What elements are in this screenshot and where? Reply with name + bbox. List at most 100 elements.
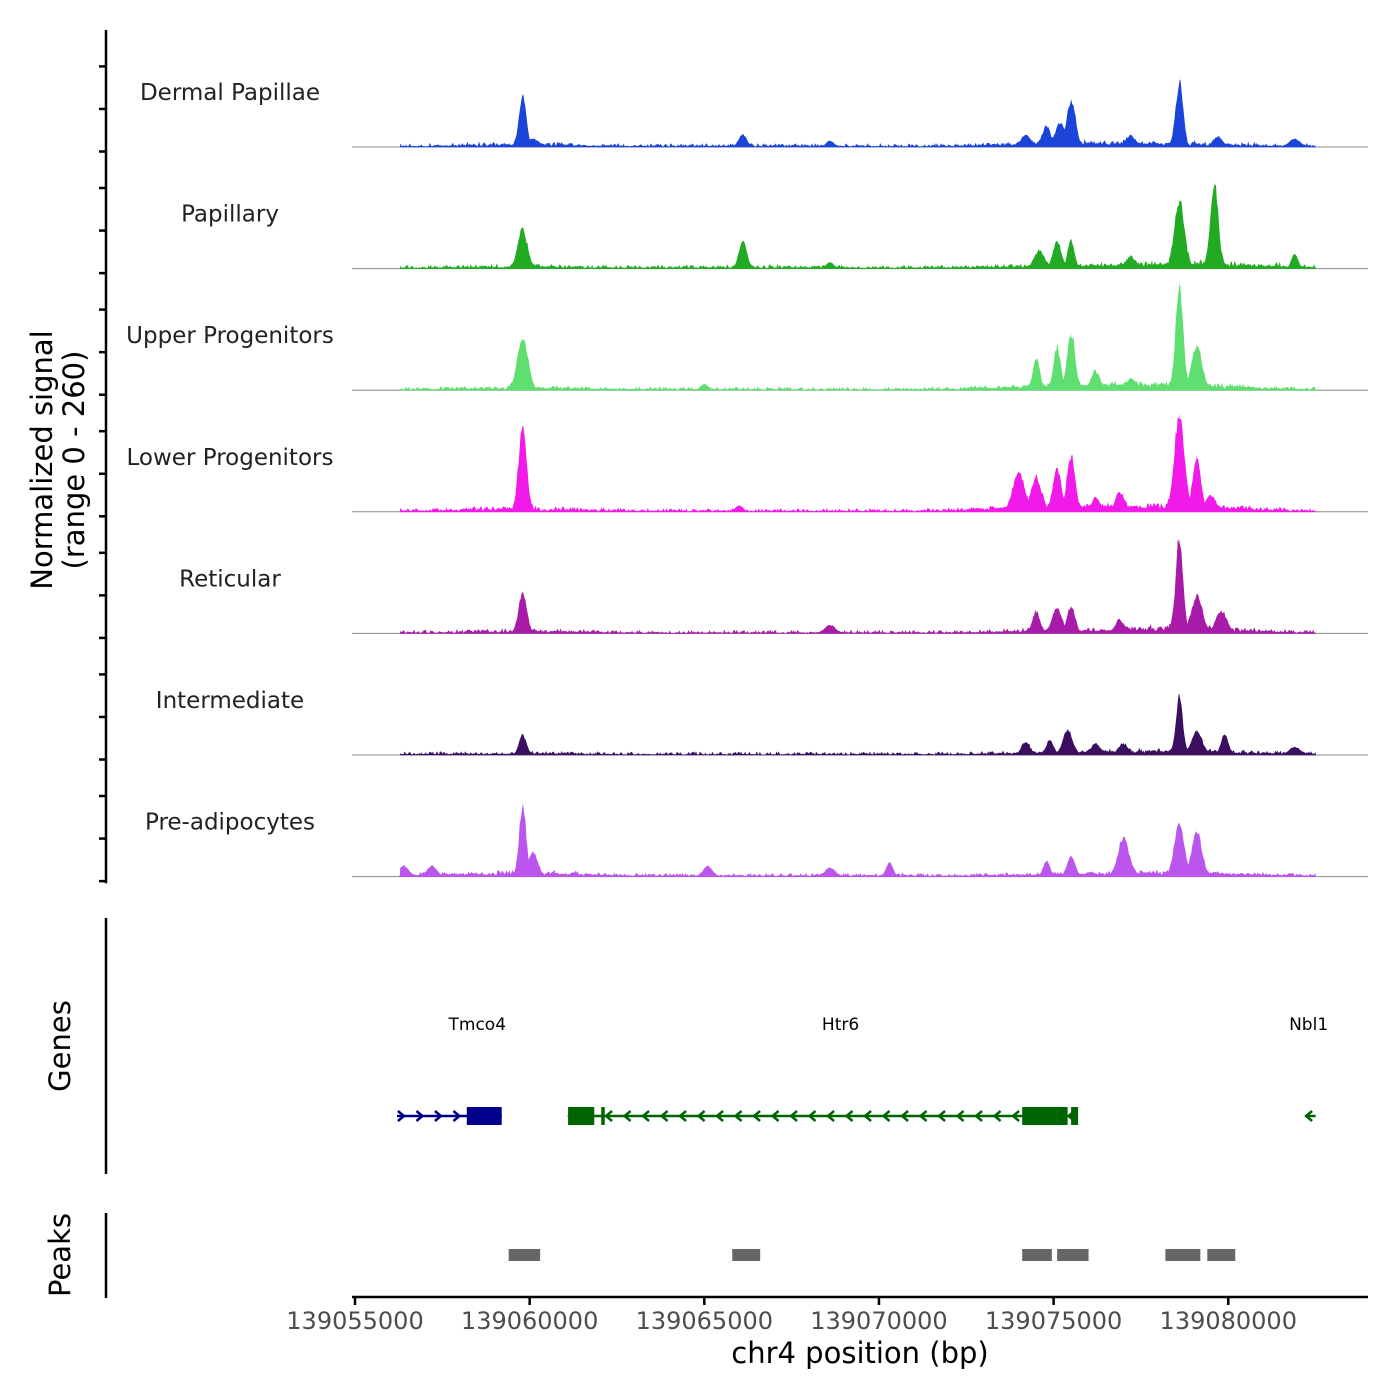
strand-arrow (1011, 1110, 1020, 1122)
signal-peak (702, 866, 713, 877)
x-tick-label: 139060000 (461, 1307, 598, 1335)
strand-arrow (974, 1110, 983, 1122)
strand-arrow (604, 1110, 613, 1122)
track-label-upper-progenitors: Upper Progenitors (126, 323, 334, 349)
strand-arrow (641, 1110, 650, 1122)
signal-peak (1066, 98, 1077, 147)
strand-arrow (397, 1110, 406, 1122)
coverage-area-lower-progenitors (400, 416, 1317, 513)
signal-peak (1013, 473, 1024, 512)
strand-arrow (844, 1110, 854, 1122)
coverage-area-pre-adipocytes (400, 805, 1316, 877)
signal-peak (1191, 731, 1202, 755)
signal-peak (1052, 469, 1063, 512)
signal-peak (737, 241, 748, 269)
signal-peak (1090, 499, 1101, 512)
strand-arrow (900, 1110, 909, 1122)
signal-peak (1216, 610, 1227, 634)
signal-peak (1174, 81, 1185, 147)
peak-region (1022, 1249, 1052, 1261)
gene-label-tmco4: Tmco4 (448, 1015, 507, 1035)
coverage-area-upper-progenitors (400, 285, 1317, 391)
strand-arrow (826, 1110, 835, 1122)
signal-peak (1219, 733, 1230, 755)
signal-peak (1118, 838, 1129, 877)
gene-exon (1071, 1107, 1079, 1125)
signal-peak (1031, 360, 1042, 391)
signal-peak (1066, 454, 1077, 512)
track-pre-adipocytes: Pre-adipocytes (145, 802, 1368, 878)
signal-peak (1118, 744, 1129, 755)
track-label-reticular: Reticular (179, 566, 281, 592)
signal-peak (1090, 744, 1101, 755)
strand-arrow (992, 1110, 1002, 1122)
strand-arrow (937, 1110, 946, 1122)
signal-peak (1115, 492, 1125, 512)
track-dermal-papillae: Dermal Papillae (140, 79, 1368, 148)
signal-peak (1191, 454, 1202, 512)
signal-peak (1020, 742, 1031, 755)
signal-peak (1209, 181, 1220, 269)
gene-exon (568, 1107, 595, 1125)
strand-arrow (863, 1110, 872, 1122)
gene-exon (1022, 1107, 1058, 1125)
signal-peak (517, 228, 528, 269)
signal-peak (884, 861, 895, 877)
signal-peak (1052, 241, 1063, 269)
strand-arrow (752, 1110, 761, 1122)
track-label-papillary: Papillary (181, 202, 279, 228)
signal-peak (699, 383, 710, 391)
signal-peak (825, 868, 836, 877)
signal-peak (825, 624, 836, 634)
track-intermediate: Intermediate (156, 688, 1368, 756)
track-label-lower-progenitors: Lower Progenitors (127, 445, 334, 471)
strand-arrow (696, 1110, 706, 1122)
signal-peak (1055, 123, 1066, 147)
signal-peak (1090, 371, 1101, 391)
strand-arrow (789, 1110, 798, 1122)
strand-arrow (770, 1110, 780, 1122)
signal-peak (1066, 605, 1077, 634)
signal-peak (528, 138, 539, 147)
signal-peak (1174, 695, 1185, 755)
track-upper-progenitors: Upper Progenitors (126, 280, 1368, 391)
signal-peak (1205, 494, 1216, 512)
peak-region (1207, 1249, 1236, 1261)
gene-tmco4: Tmco4 (396, 1015, 507, 1125)
signal-peak (1289, 138, 1300, 147)
signal-peak (1041, 128, 1052, 147)
x-tick-label: 139065000 (636, 1307, 773, 1335)
signal-peak (1066, 239, 1077, 269)
signal-peak (1174, 538, 1185, 634)
peaks-panel (104, 1213, 1236, 1298)
signal-peak (1289, 253, 1300, 269)
strand-arrow (715, 1110, 724, 1122)
signal-peak (1045, 740, 1056, 755)
gene-htr6: Htr6 (567, 1015, 1079, 1125)
signal-peak (1174, 412, 1185, 512)
peak-region (508, 1249, 541, 1261)
peak-region (1057, 1249, 1089, 1261)
signal-peak (398, 866, 409, 877)
strand-arrow (622, 1110, 632, 1122)
strand-arrow (415, 1110, 425, 1122)
gene-nbl1: Nbl1 (1289, 1015, 1328, 1122)
coverage-area-papillary (400, 184, 1317, 270)
track-label-intermediate: Intermediate (156, 688, 304, 714)
gene-exon (601, 1107, 605, 1125)
signal-peak (517, 733, 528, 755)
x-tick-label: 139080000 (1160, 1307, 1297, 1335)
signal-peak (1212, 136, 1223, 147)
signal-peak (1115, 620, 1125, 634)
signal-peak (1125, 381, 1136, 391)
signal-peak (1191, 595, 1202, 634)
strand-arrow (659, 1110, 669, 1122)
signal-peak (1020, 136, 1031, 147)
y-axis-title-line2: (range 0 - 260) (57, 351, 91, 570)
strand-arrow (733, 1110, 743, 1122)
signal-peak (1191, 830, 1202, 877)
signal-peak (1125, 258, 1136, 269)
signal-peak (517, 96, 528, 147)
genes-panel: Tmco4 Htr6 Nbl1 (104, 918, 1328, 1174)
x-tick-label: 139070000 (810, 1307, 947, 1335)
